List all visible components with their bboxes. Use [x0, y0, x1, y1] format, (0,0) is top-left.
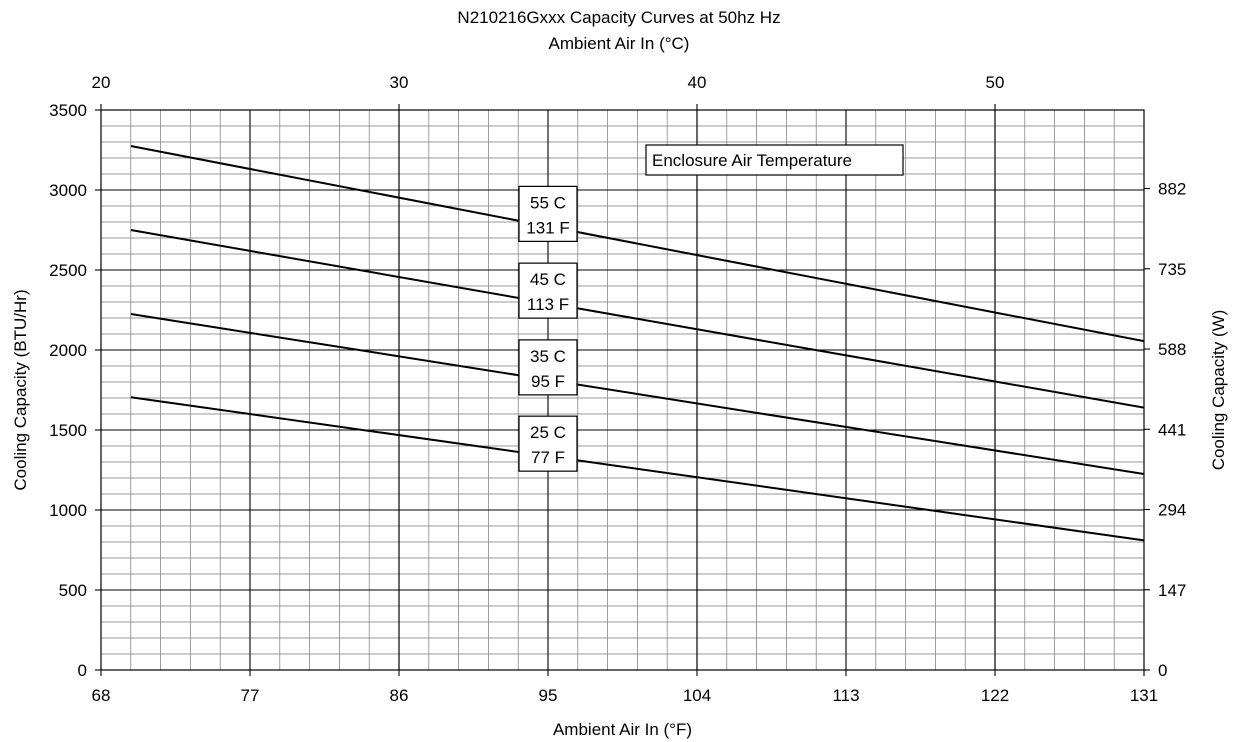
x-top-tick-label: 40: [688, 73, 707, 92]
series-label: 25 C 77 F: [518, 415, 578, 472]
top-axis-title: Ambient Air In (°C): [548, 34, 690, 53]
x-tick-label: 131: [1130, 686, 1158, 705]
series-label-celsius: 25 C: [530, 423, 566, 442]
x-tick-label: 86: [390, 686, 409, 705]
y-right-tick-label: 0: [1158, 661, 1167, 680]
legend: Enclosure Air Temperature: [645, 144, 904, 176]
major-grid: [101, 110, 1144, 670]
series-label-fahrenheit: 131 F: [526, 218, 569, 237]
y-axis-label: Cooling Capacity (BTU/Hr): [11, 289, 30, 490]
series-label-celsius: 45 C: [530, 270, 566, 289]
chart-title: N210216Gxxx Capacity Curves at 50hz Hz: [457, 8, 781, 27]
x-top-tick-label: 50: [986, 73, 1005, 92]
y-tick-label: 500: [59, 581, 87, 600]
x-tick-label: 77: [241, 686, 260, 705]
series-label-box: [518, 339, 578, 396]
x-top-tick-label: 30: [390, 73, 409, 92]
y-right-tick-label: 588: [1158, 340, 1186, 359]
x-top-tick-label: 20: [92, 73, 111, 92]
series-label-box: [518, 262, 578, 319]
y-tick-label: 1500: [49, 421, 87, 440]
series-label: 35 C 95 F: [518, 339, 578, 396]
y-tick-label: 0: [78, 661, 87, 680]
capacity-curve-55c: [130, 145, 1145, 343]
y-right-tick-label: 882: [1158, 180, 1186, 199]
plot-frame: [100, 109, 1145, 671]
y-right-tick-label: 441: [1158, 420, 1186, 439]
series-label-fahrenheit: 77 F: [531, 448, 565, 467]
legend-title: Enclosure Air Temperature: [652, 151, 852, 170]
y-right-axis-label: Cooling Capacity (W): [1209, 310, 1228, 471]
series-label-fahrenheit: 95 F: [531, 372, 565, 391]
y-right-tick-label: 147: [1158, 581, 1186, 600]
series-label: 45 C 113 F: [518, 262, 578, 319]
y-tick-label: 2500: [49, 261, 87, 280]
series-label-celsius: 35 C: [530, 347, 566, 366]
capacity-curve-45c: [130, 229, 1145, 409]
y-right-tick-label: 735: [1158, 260, 1186, 279]
x-tick-label: 104: [683, 686, 711, 705]
y-tick-label: 3000: [49, 181, 87, 200]
series-label-fahrenheit: 113 F: [527, 295, 569, 314]
minor-grid: [101, 110, 1144, 670]
y-tick-label: 2000: [49, 341, 87, 360]
x-tick-label: 113: [832, 686, 859, 705]
capacity-curve-35c: [130, 313, 1145, 475]
x-tick-label: 95: [539, 686, 558, 705]
y-tick-label: 3500: [49, 101, 87, 120]
series-labels: 25 C 77 F 35 C 95 F 45 C 113 F 55 C 131 F: [518, 185, 578, 472]
x-tick-label: 122: [981, 686, 1009, 705]
capacity-curve-25c: [130, 396, 1145, 542]
x-tick-label: 68: [92, 686, 111, 705]
capacity-curves: [130, 145, 1145, 542]
y-right-tick-label: 294: [1158, 501, 1186, 520]
series-label-box: [518, 415, 578, 472]
legend-box: [645, 144, 904, 176]
y-tick-label: 1000: [49, 501, 87, 520]
series-label: 55 C 131 F: [518, 185, 578, 242]
x-axis-label: Ambient Air In (°F): [553, 720, 692, 739]
series-label-celsius: 55 C: [530, 193, 566, 212]
series-label-box: [518, 185, 578, 242]
